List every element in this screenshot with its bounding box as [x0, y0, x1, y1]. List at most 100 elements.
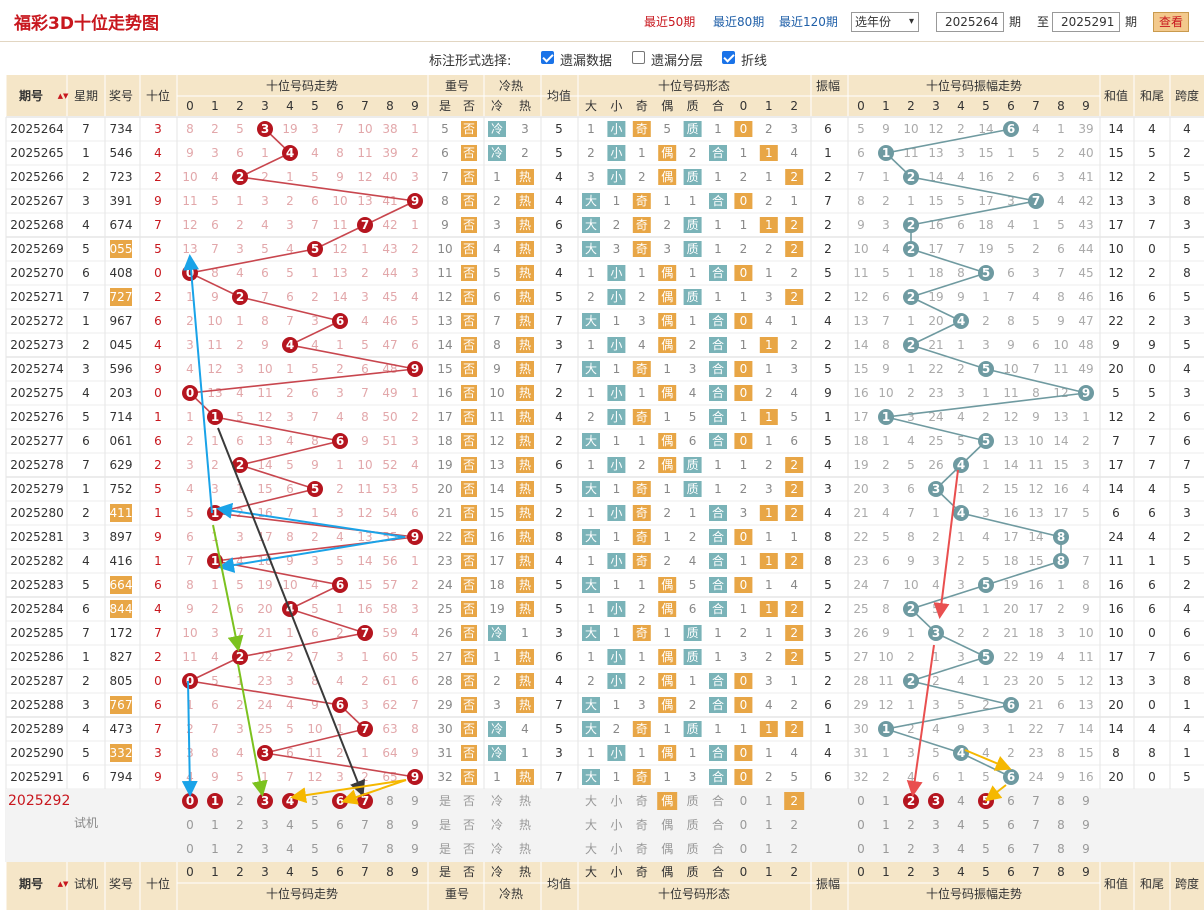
trend-miss: 12: [257, 410, 272, 424]
form-miss: 4: [765, 314, 773, 328]
form-badge: [683, 481, 702, 497]
span-cell: 3: [1183, 314, 1191, 328]
trend-miss: 7: [211, 722, 219, 736]
trend-miss: 4: [311, 338, 319, 352]
form-badge-text: 奇: [636, 506, 648, 520]
avg-cell: 5: [555, 602, 563, 616]
sum-tail-cell: 6: [1148, 602, 1156, 616]
avg-cell: 6: [555, 458, 563, 472]
polyline-checkbox[interactable]: [722, 51, 735, 64]
predict-amp-digit: 4: [957, 842, 965, 856]
header-amp-trend: 十位号码振幅走势: [926, 78, 1022, 93]
hot-text: 热: [519, 554, 531, 568]
amp-ball: [928, 625, 944, 641]
predict-form: 奇: [636, 818, 648, 832]
tens-cell: 1: [154, 410, 162, 424]
header-repeat-yes: 是: [439, 99, 451, 113]
from-issue-input[interactable]: 2025264: [936, 12, 1004, 32]
form-badge-text: 0: [740, 674, 748, 688]
amp-miss: 8: [882, 602, 890, 616]
to-issue-input[interactable]: 2025291: [1052, 12, 1120, 32]
polyline-label[interactable]: 折线: [741, 54, 768, 69]
span-cell: 4: [1183, 722, 1191, 736]
sum-tail-cell: 2: [1148, 314, 1156, 328]
amp-miss: 14: [1053, 434, 1068, 448]
trend-arrow: [212, 524, 244, 652]
form-miss: 4: [790, 578, 798, 592]
draw-cell: 546: [110, 146, 133, 160]
amp-miss: 6: [1032, 338, 1040, 352]
tens-cell: 4: [154, 146, 162, 160]
form-badge: [785, 553, 804, 569]
form-miss: 1: [663, 530, 671, 544]
sum-tail-cell: 7: [1148, 650, 1156, 664]
form-badge: [734, 697, 753, 713]
sum-tail-cell: 0: [1148, 770, 1156, 784]
form-badge: [607, 169, 626, 185]
trend-miss: 7: [311, 218, 319, 232]
form-badge: [658, 169, 677, 185]
amp-cell: 2: [824, 290, 832, 304]
trend-miss: 3: [236, 722, 244, 736]
tens-cell: 6: [154, 698, 162, 712]
draw-cell: 723: [110, 170, 133, 184]
recent-80-link[interactable]: 最近80期: [713, 15, 765, 29]
predict-digit: 9: [411, 818, 419, 832]
missing-layer-checkbox[interactable]: [632, 51, 645, 64]
amp-miss: 1: [1032, 218, 1040, 232]
form-miss: 2: [765, 458, 773, 472]
weekday-cell: 7: [82, 626, 90, 640]
trend-ball: [407, 769, 423, 785]
amp-miss: 18: [1028, 626, 1043, 640]
year-select[interactable]: 选年份 ▾: [851, 12, 919, 32]
form-miss: 2: [740, 482, 748, 496]
amp-miss: 3: [882, 218, 890, 232]
amp-miss: 22: [1003, 650, 1018, 664]
trend-miss: 4: [236, 266, 244, 280]
trend-miss: 6: [286, 746, 294, 760]
missing-data-label[interactable]: 遗漏数据: [560, 54, 613, 69]
trend-miss: 6: [261, 266, 269, 280]
predict-cold: 冷: [491, 818, 503, 832]
form-miss: 4: [689, 386, 697, 400]
hot-text: 热: [519, 386, 531, 400]
form-badge-text: 奇: [636, 554, 648, 568]
hot-badge: [516, 313, 534, 329]
form-miss: 1: [663, 626, 671, 640]
predict-amp-digit: 0: [857, 794, 865, 808]
trend-miss: 2: [236, 338, 244, 352]
amp-digit-header: 0: [857, 99, 865, 113]
trend-miss: 2: [411, 410, 419, 424]
form-badge-text: 2: [790, 506, 798, 520]
hot-text: 热: [519, 194, 531, 208]
amp-miss: 41: [1078, 170, 1093, 184]
predict-amp-digit: 7: [1032, 842, 1040, 856]
amp-ball: [878, 721, 894, 737]
amp-ball-label: 2: [907, 218, 915, 232]
missing-data-checkbox[interactable]: [541, 51, 554, 64]
missing-layer-label[interactable]: 遗漏分层: [651, 54, 704, 69]
recent-120-link[interactable]: 最近120期: [779, 15, 838, 29]
issue-cell: 2025284: [10, 602, 63, 616]
amp-ball: [978, 577, 994, 593]
hot-badge: [516, 769, 534, 785]
amp-miss: 10: [1053, 338, 1068, 352]
sum-cell: 7: [1112, 434, 1120, 448]
avg-cell: 8: [555, 530, 563, 544]
repeat-count: 28: [437, 674, 452, 688]
hot-badge: [516, 697, 534, 713]
amp-miss: 8: [1057, 290, 1065, 304]
trend-miss: 1: [336, 722, 344, 736]
form-miss: 1: [689, 194, 697, 208]
weekday-cell: 4: [82, 218, 90, 232]
form-miss: 1: [714, 650, 722, 664]
recent-50-link[interactable]: 最近50期: [644, 15, 696, 29]
repeat-no-text: 否: [463, 554, 475, 568]
amp-ball: [978, 433, 994, 449]
predict-amp-digit: 9: [1082, 818, 1090, 832]
query-button[interactable]: 查看: [1153, 12, 1189, 32]
footer-amp-digit: 2: [907, 865, 915, 879]
trend-miss: 1: [211, 578, 219, 592]
trend-miss: 10: [257, 362, 272, 376]
trend-digit-header: 1: [211, 99, 219, 113]
